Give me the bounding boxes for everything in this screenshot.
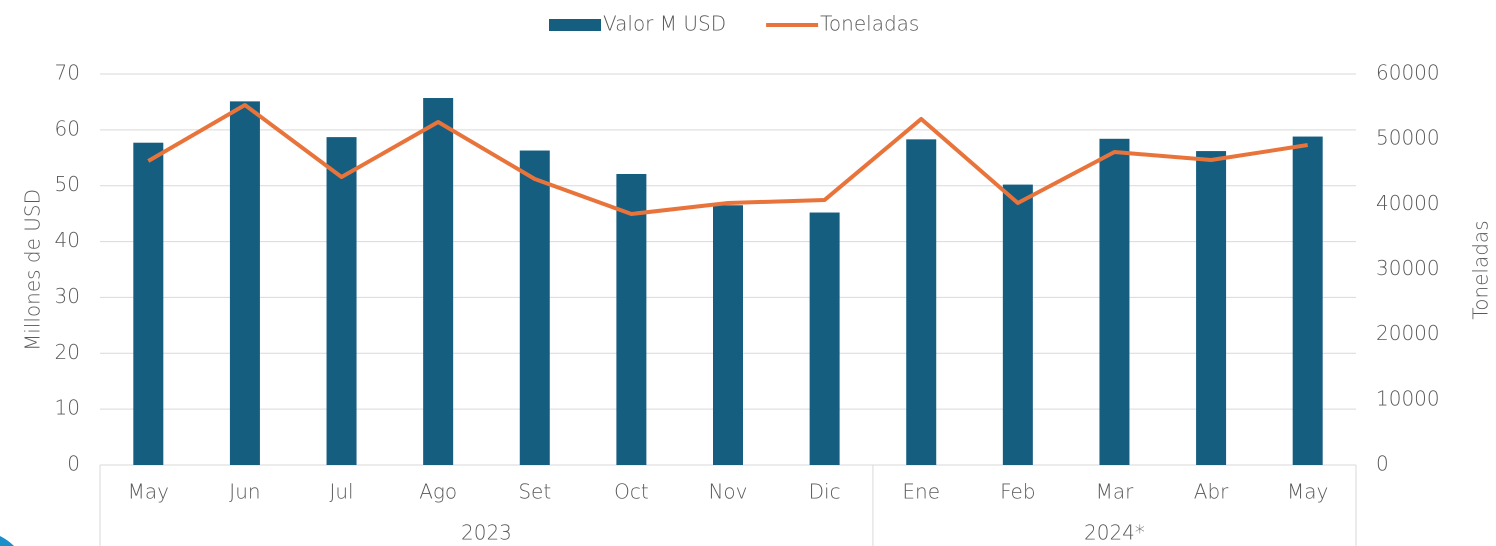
corner-decoration: [0, 536, 14, 546]
y2-tick-label: 10000: [1376, 386, 1440, 410]
bar: [229, 101, 260, 466]
y2-tick-label: 20000: [1376, 321, 1440, 345]
y2-tick-label: 60000: [1376, 61, 1440, 85]
x-tick-label: Feb: [1000, 480, 1035, 504]
x-tick-label: Dic: [809, 480, 841, 504]
bar: [519, 150, 550, 465]
y2-tick-label: 50000: [1376, 126, 1440, 150]
bar: [616, 173, 647, 465]
y-tick-label: 50: [55, 172, 80, 196]
y-axis-label: Millones de USD: [21, 189, 45, 351]
bar: [326, 137, 357, 465]
group-label: 2024*: [1084, 521, 1145, 545]
x-tick-label: Ago: [419, 480, 457, 504]
y2-tick-label: 40000: [1376, 191, 1440, 215]
y-tick-label: 70: [55, 61, 80, 85]
legend-label: Toneladas: [820, 12, 919, 36]
line: [147, 103, 1308, 216]
y-tick-label: 0: [67, 452, 80, 476]
bar: [1099, 138, 1130, 465]
x-tick-label: May: [128, 480, 169, 504]
y2-axis-label: Toneladas: [1469, 220, 1493, 319]
y2-tick-label: 30000: [1376, 256, 1440, 280]
y-tick-label: 40: [55, 228, 80, 252]
x-tick-label: Abr: [1194, 480, 1229, 504]
bar: [713, 205, 743, 465]
legend-swatch: [549, 19, 601, 31]
bar: [906, 139, 937, 466]
bar: [809, 212, 840, 465]
y-tick-label: 10: [55, 396, 80, 420]
x-tick-label: Ene: [902, 480, 940, 504]
x-tick-label: Nov: [708, 480, 747, 504]
bar: [1196, 151, 1227, 465]
x-tick-label: Jun: [229, 480, 260, 504]
x-tick-label: Jul: [329, 480, 353, 504]
y-tick-label: 20: [55, 340, 80, 364]
y-tick-label: 30: [55, 284, 80, 308]
legend-label: Valor M USD: [603, 12, 726, 36]
y-tick-label: 60: [55, 116, 80, 140]
x-tick-label: May: [1287, 480, 1328, 504]
bar: [1292, 136, 1323, 465]
bar: [133, 142, 164, 465]
x-tick-label: Oct: [614, 480, 649, 504]
group-label: 2023: [461, 521, 512, 545]
bar: [423, 98, 454, 466]
x-tick-label: Mar: [1096, 480, 1135, 504]
y2-tick-label: 0: [1376, 452, 1389, 476]
x-tick-label: Set: [518, 480, 551, 504]
bar: [1002, 184, 1033, 465]
